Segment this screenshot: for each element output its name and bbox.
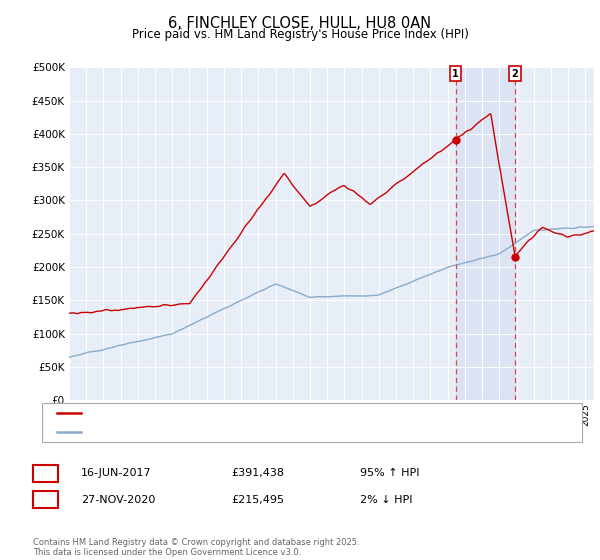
Text: 1: 1 bbox=[452, 69, 459, 79]
Text: 6, FINCHLEY CLOSE, HULL, HU8 0AN (detached house): 6, FINCHLEY CLOSE, HULL, HU8 0AN (detach… bbox=[87, 408, 358, 418]
Text: 27-NOV-2020: 27-NOV-2020 bbox=[81, 494, 155, 505]
Text: 16-JUN-2017: 16-JUN-2017 bbox=[81, 468, 152, 478]
Text: HPI: Average price, detached house, City of Kingston upon Hull: HPI: Average price, detached house, City… bbox=[87, 427, 401, 437]
Text: £215,495: £215,495 bbox=[231, 494, 284, 505]
Text: Contains HM Land Registry data © Crown copyright and database right 2025.
This d: Contains HM Land Registry data © Crown c… bbox=[33, 538, 359, 557]
Text: 2% ↓ HPI: 2% ↓ HPI bbox=[360, 494, 413, 505]
Text: 6, FINCHLEY CLOSE, HULL, HU8 0AN: 6, FINCHLEY CLOSE, HULL, HU8 0AN bbox=[169, 16, 431, 31]
Text: 1: 1 bbox=[41, 466, 50, 480]
Text: 95% ↑ HPI: 95% ↑ HPI bbox=[360, 468, 419, 478]
Text: £391,438: £391,438 bbox=[231, 468, 284, 478]
Text: 2: 2 bbox=[512, 69, 518, 79]
Text: 2: 2 bbox=[41, 493, 50, 506]
Text: Price paid vs. HM Land Registry's House Price Index (HPI): Price paid vs. HM Land Registry's House … bbox=[131, 28, 469, 41]
Bar bbox=[455, 67, 515, 400]
